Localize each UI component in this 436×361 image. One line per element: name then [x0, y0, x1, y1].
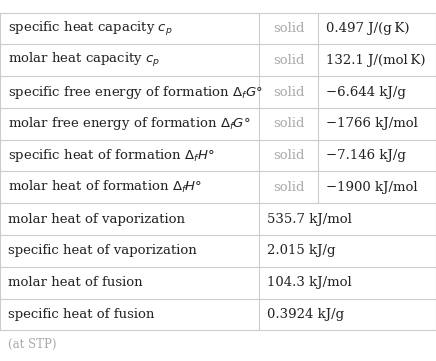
- Text: 0.3924 kJ/g: 0.3924 kJ/g: [267, 308, 344, 321]
- Text: −7.146 kJ/g: −7.146 kJ/g: [326, 149, 406, 162]
- Text: molar heat of fusion: molar heat of fusion: [8, 276, 143, 289]
- Text: −1766 kJ/mol: −1766 kJ/mol: [326, 117, 418, 130]
- Text: solid: solid: [273, 117, 305, 130]
- Text: solid: solid: [273, 54, 305, 67]
- Text: 0.497 J/(g K): 0.497 J/(g K): [326, 22, 410, 35]
- Text: 104.3 kJ/mol: 104.3 kJ/mol: [267, 276, 352, 289]
- Text: specific heat capacity $c_p$: specific heat capacity $c_p$: [8, 19, 172, 38]
- Text: −6.644 kJ/g: −6.644 kJ/g: [326, 86, 406, 99]
- Text: molar free energy of formation $\Delta_f G°$: molar free energy of formation $\Delta_f…: [8, 115, 250, 132]
- Text: specific heat of fusion: specific heat of fusion: [8, 308, 154, 321]
- Text: specific heat of vaporization: specific heat of vaporization: [8, 244, 197, 257]
- Text: (at STP): (at STP): [8, 338, 56, 351]
- Text: 132.1 J/(mol K): 132.1 J/(mol K): [326, 54, 426, 67]
- Text: solid: solid: [273, 86, 305, 99]
- Text: molar heat of formation $\Delta_f H°$: molar heat of formation $\Delta_f H°$: [8, 179, 202, 195]
- Text: −1900 kJ/mol: −1900 kJ/mol: [326, 181, 418, 194]
- Text: solid: solid: [273, 181, 305, 194]
- Text: molar heat of vaporization: molar heat of vaporization: [8, 213, 185, 226]
- Text: 2.015 kJ/g: 2.015 kJ/g: [267, 244, 336, 257]
- Text: specific free energy of formation $\Delta_f G°$: specific free energy of formation $\Delt…: [8, 83, 263, 101]
- Text: 535.7 kJ/mol: 535.7 kJ/mol: [267, 213, 352, 226]
- Text: molar heat capacity $c_p$: molar heat capacity $c_p$: [8, 51, 160, 69]
- Text: specific heat of formation $\Delta_f H°$: specific heat of formation $\Delta_f H°$: [8, 147, 215, 164]
- Text: solid: solid: [273, 22, 305, 35]
- Text: solid: solid: [273, 149, 305, 162]
